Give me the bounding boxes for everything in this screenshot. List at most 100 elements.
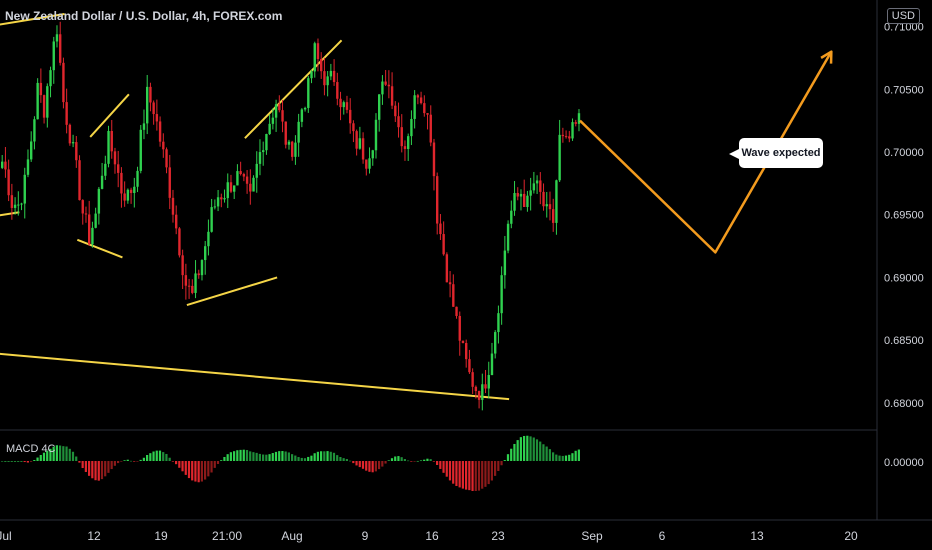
candle-body <box>13 204 17 208</box>
macd-bar <box>84 461 87 472</box>
macd-bar <box>516 440 519 461</box>
macd-bar <box>413 461 416 462</box>
candle-body <box>158 121 162 142</box>
candle-body <box>262 150 265 153</box>
macd-bar <box>510 448 513 461</box>
macd-bar <box>561 455 564 461</box>
candle-body <box>455 306 458 316</box>
pattern-line <box>0 13 65 26</box>
candle-body <box>46 86 49 118</box>
macd-bar <box>33 459 36 461</box>
macd-bar <box>490 461 493 481</box>
macd-bar <box>42 452 46 461</box>
macd-bar <box>20 461 23 462</box>
macd-bar <box>429 459 432 461</box>
macd-bar <box>158 450 162 461</box>
macd-bar <box>390 458 394 461</box>
candle-body <box>494 332 497 354</box>
y-tick-label: 0.70500 <box>884 84 924 96</box>
candle-body <box>7 169 10 196</box>
x-tick-label: 9 <box>362 529 369 543</box>
candle-body <box>139 129 142 171</box>
candle-body <box>94 213 97 228</box>
candle-body <box>523 193 526 207</box>
candle-body <box>49 70 52 87</box>
macd-bar <box>481 461 484 489</box>
candle-body <box>36 82 39 120</box>
candle-body <box>310 71 313 79</box>
candle-body <box>368 158 371 169</box>
candle-body <box>129 189 133 193</box>
macd-bar <box>181 461 184 472</box>
candle-body <box>571 122 574 139</box>
macd-label: MACD 4C <box>6 443 56 455</box>
candle-body <box>42 95 46 118</box>
macd-bar <box>36 457 39 461</box>
macd-bar <box>1 461 4 462</box>
candle-body <box>313 43 316 72</box>
macd-bar <box>62 446 65 461</box>
candle-body <box>384 81 387 85</box>
macd-bar <box>142 457 145 461</box>
candle-body <box>423 103 426 114</box>
candle-body <box>564 136 568 138</box>
x-tick-label: Sep <box>581 529 603 543</box>
candle-body <box>345 102 349 110</box>
macd-bar <box>471 461 474 491</box>
macd-bar <box>278 451 281 461</box>
candle-body <box>187 285 191 287</box>
macd-bar <box>548 449 551 461</box>
candle-body <box>552 209 555 223</box>
candle-body <box>381 81 384 95</box>
macd-bar <box>426 458 429 461</box>
candle-body <box>397 116 400 128</box>
candle-body <box>284 121 287 145</box>
candle-body <box>490 353 494 376</box>
macd-bar <box>162 452 165 461</box>
candle-body <box>10 195 14 208</box>
macd-bar <box>497 461 500 471</box>
wave-expected-callout: Wave expected <box>729 138 823 168</box>
macd-bar <box>30 461 33 462</box>
macd-bar <box>258 453 261 461</box>
macd-bar <box>378 461 381 470</box>
macd-bar <box>407 460 410 462</box>
pattern-line <box>244 39 343 139</box>
macd-bar <box>7 461 10 462</box>
macd-bar <box>220 460 223 461</box>
macd-bar <box>349 460 352 462</box>
macd-bar <box>329 451 332 461</box>
candle-body <box>120 172 123 194</box>
currency-button[interactable]: USD <box>886 8 920 24</box>
candle-body <box>339 98 342 108</box>
macd-bar <box>503 460 506 461</box>
macd-bar <box>506 454 510 461</box>
y-tick-label: 0.68000 <box>884 398 924 410</box>
macd-bar <box>94 461 97 481</box>
macd-bar <box>4 461 7 462</box>
chart-title: New Zealand Dollar / U.S. Dollar, 4h, FO… <box>5 9 283 23</box>
x-tick-label: 6 <box>659 529 666 543</box>
y-tick-label: 0.70000 <box>884 147 924 159</box>
candle-body <box>561 134 565 137</box>
pattern-line <box>0 352 510 401</box>
candle-body <box>123 193 126 201</box>
candle-body <box>233 185 236 192</box>
pattern-line <box>186 276 278 307</box>
macd-bar <box>416 460 419 462</box>
macd-bar <box>365 461 368 471</box>
candle-body <box>426 113 429 115</box>
macd-bar <box>194 461 197 482</box>
macd-bar <box>445 461 448 477</box>
macd-bar <box>46 450 49 461</box>
candle-body <box>75 142 78 161</box>
macd-bar <box>216 461 220 464</box>
candle-body <box>229 182 233 192</box>
macd-bar <box>442 461 445 473</box>
macd-bar <box>287 452 290 461</box>
axes: 0.71000 0.70500 0.70000 0.69500 0.69000 0.685… <box>0 22 924 543</box>
candle-body <box>374 119 378 151</box>
macd-bar <box>39 454 42 461</box>
y-tick-label: 0.69000 <box>884 272 924 284</box>
